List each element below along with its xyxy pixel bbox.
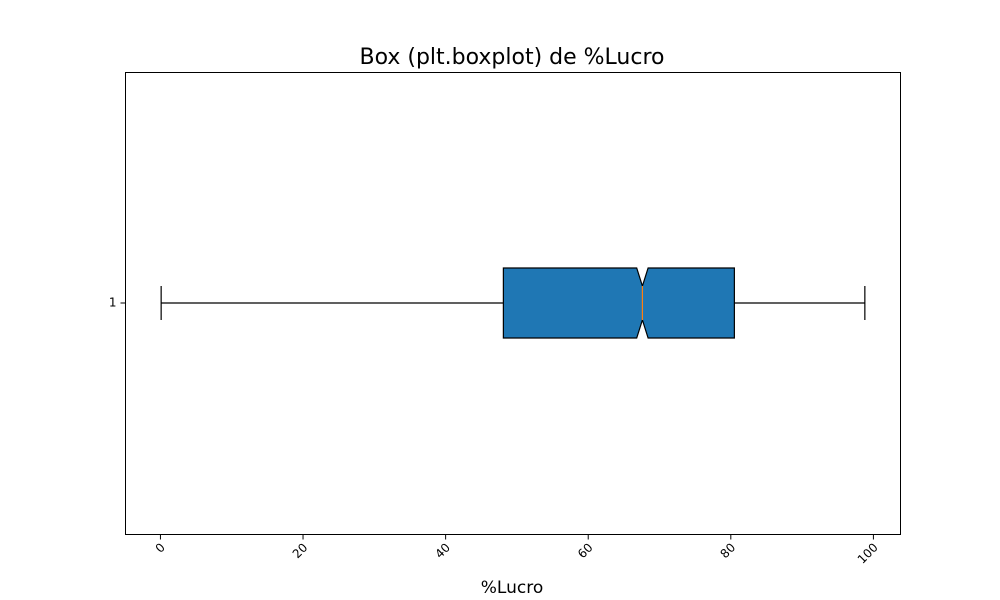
x-tick-label: 0 xyxy=(153,540,168,555)
plot-layer xyxy=(160,267,866,339)
x-tick-label: 40 xyxy=(432,540,453,561)
x-tick-label: 100 xyxy=(855,540,881,566)
x-axis: 0 20 40 60 80 100 xyxy=(153,534,881,566)
x-axis-label: %Lucro xyxy=(481,578,543,598)
y-tick-label: 1 xyxy=(109,296,117,310)
chart-title: Box (plt.boxplot) de %Lucro xyxy=(359,45,664,70)
x-tick-label: 60 xyxy=(575,540,596,561)
x-tick-label: 20 xyxy=(290,540,311,561)
box-body xyxy=(502,267,735,339)
x-tick-label: 80 xyxy=(718,540,739,561)
y-axis: 1 xyxy=(109,296,126,310)
